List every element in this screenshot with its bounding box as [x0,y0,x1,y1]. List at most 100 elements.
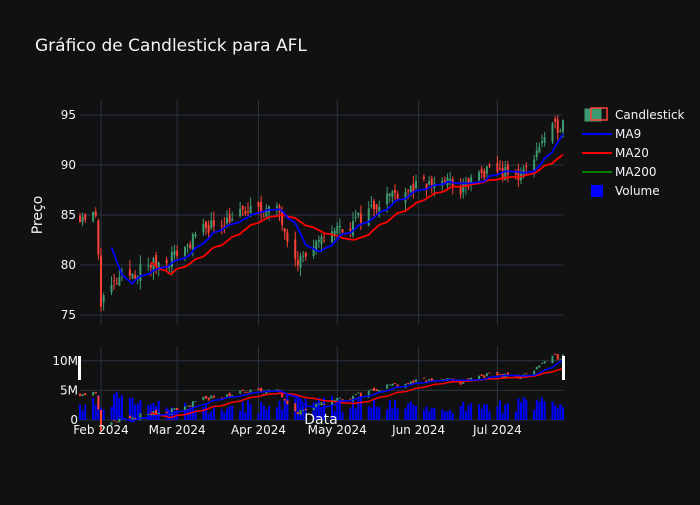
candle-body [464,182,467,187]
volume-bar [449,410,452,420]
candle-body [134,275,137,278]
candle-body [184,246,186,256]
candle-body [102,295,105,303]
candle-body [562,120,564,132]
mini-candle [81,393,84,397]
candle-body [191,233,194,250]
volume-bar [79,404,81,420]
candle-body [302,255,305,257]
mini-candle [92,392,95,396]
mini-candle [412,380,415,384]
mini-candle [212,395,215,398]
mini-candle [480,374,483,376]
candle-body [239,208,242,217]
mini-candle [415,379,417,383]
mini-candle [113,420,116,422]
volume-bar [338,399,341,420]
candle-body [286,232,289,242]
price-tick-label: 75 [61,308,76,322]
candle-body [378,206,381,213]
volume-bar [464,411,467,420]
candle-body [79,215,81,222]
x-axis-label: Data [304,412,337,428]
mini-candle [304,408,307,411]
mini-candle [173,407,176,410]
mini-candle [422,377,425,379]
legend-item[interactable]: MA200 [582,165,656,179]
candle-body [354,216,357,219]
volume-bar [514,411,517,420]
candle-body [299,256,302,268]
mini-candle [391,383,394,386]
legend-item[interactable]: MA20 [582,146,649,160]
legend-item[interactable]: MA9 [582,127,641,141]
candle-body [412,183,415,192]
candle-body [139,264,142,281]
volume-bar [118,398,121,420]
mini-candle [556,354,559,360]
legend-item[interactable]: Volume [591,184,660,198]
volume-bar [149,404,152,420]
volume-bar [499,400,501,420]
x-tick-labels: Feb 2024 Mar 2024 Apr 2024 May 2024 Jun 2024… [73,423,522,437]
candle-body [525,166,528,168]
mini-candle [257,388,260,390]
mini-candle [517,374,520,379]
volume-bar [428,411,431,420]
mini-candle [535,366,538,370]
mini-candle [488,372,491,374]
legend-item[interactable]: Candlestick [584,107,685,122]
candle-body [220,225,223,227]
chart-title: Gráfico de Candlestick para AFL [35,36,307,56]
legend-swatch-candle-down [590,107,608,121]
mini-candle [239,390,242,394]
candle-body [407,189,410,192]
candle-body [428,180,431,185]
volume-bar [525,399,528,420]
volume-bar [223,412,226,420]
x-tick-label: Apr 2024 [231,423,286,437]
volume-bar [283,398,286,420]
mini-candle [323,403,326,405]
candle-body [170,251,173,267]
volume-bar [373,399,375,420]
candle-body [333,230,336,236]
candle-body [541,141,543,144]
mini-candle [147,413,150,415]
mini-candle [317,403,320,405]
candle-body [443,180,446,182]
rangeslider-handle-left[interactable] [78,356,81,380]
volume-bar [147,405,150,420]
mini-candle [312,406,315,411]
candle-body [449,178,452,181]
candle-body [556,119,559,134]
mini-candle [296,411,299,414]
mini-candle [543,361,546,364]
volume-bar [370,407,373,420]
candle-body [338,225,341,228]
candle-body [533,159,536,171]
candle-body [483,170,486,178]
mini-candle [525,373,528,375]
volume-bar [496,406,499,420]
rangeslider-handle-right[interactable] [562,356,565,380]
candle-body [294,239,297,260]
volume-bar [559,404,562,420]
candle-body [352,220,354,236]
volume-bar [202,406,205,420]
candle-body [543,137,546,143]
volume-bar [533,409,536,420]
candle-body [375,204,378,210]
volume-bar [488,411,491,420]
mini-candle [131,417,134,420]
volume-bar [262,405,265,420]
mini-candle [286,400,289,405]
price-tick-labels: 75 80 85 90 95 [61,108,76,322]
candle-body [488,164,491,167]
volume-tick-labels: 0 5M 10M [52,354,78,427]
volume-bar [541,397,543,420]
candle-body [241,206,244,210]
mini-candle [459,381,462,385]
mini-candle [470,377,473,381]
mini-candle [102,426,105,430]
